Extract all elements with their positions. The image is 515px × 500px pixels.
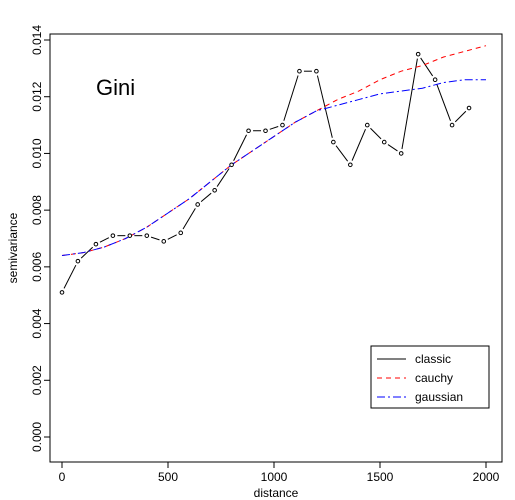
legend: classic cauchy gaussian (370, 345, 490, 409)
y-tick-label: 0.000 (30, 422, 44, 452)
classic-segment (200, 192, 212, 202)
classic-segment (370, 127, 382, 140)
classic-point (195, 202, 200, 207)
classic-point (381, 139, 387, 145)
classic-point (314, 68, 319, 74)
classic-point (331, 139, 336, 145)
x-tick-label: 1000 (261, 470, 288, 484)
classic-point (178, 230, 184, 236)
chart-annotation: Gini (96, 75, 135, 100)
classic-segment (316, 75, 333, 138)
x-tick-label: 2000 (473, 470, 500, 484)
classic-point (263, 128, 268, 134)
classic-point (415, 51, 421, 57)
classic-point (161, 239, 167, 244)
classic-point (398, 151, 404, 156)
legend-label-classic: classic (415, 352, 451, 366)
classic-point (212, 187, 217, 193)
y-tick-label: 0.008 (30, 195, 44, 225)
classic-point (93, 241, 99, 247)
classic-point (364, 122, 370, 128)
plot-frame (49, 33, 503, 463)
classic-point (432, 77, 438, 82)
legend-label-gaussian: gaussian (415, 390, 463, 404)
classic-segment (63, 264, 77, 289)
classic-segment (401, 58, 418, 150)
classic-segment (420, 57, 434, 77)
classic-point (466, 105, 472, 111)
y-axis-ticks: 0.000 0.002 0.004 0.006 0.008 0.010 0.012 0.014 (30, 25, 50, 452)
classic-point (229, 162, 234, 168)
y-tick-label: 0.012 (30, 81, 44, 111)
classic-point (280, 122, 285, 128)
classic-segment (182, 208, 196, 230)
y-tick-label: 0.004 (30, 308, 44, 338)
classic-segment (99, 237, 110, 243)
legend-label-cauchy: cauchy (415, 371, 453, 385)
gaussian-line (61, 79, 486, 257)
x-axis-ticks: 0 500 1000 1500 2000 (59, 462, 500, 484)
classic-point (348, 162, 353, 168)
classic-segment (335, 145, 349, 162)
classic-point (59, 290, 65, 295)
classic-segment (351, 129, 366, 161)
x-axis-label: distance (254, 486, 299, 500)
classic-point (127, 233, 133, 238)
y-axis-label: semivariance (6, 212, 20, 283)
x-tick-label: 500 (158, 470, 178, 484)
x-tick-label: 0 (59, 470, 66, 484)
classic-segment (283, 75, 299, 121)
classic-point (449, 122, 455, 128)
y-tick-label: 0.002 (30, 365, 44, 395)
y-tick-label: 0.006 (30, 252, 44, 282)
classic-segment (150, 236, 160, 241)
x-tick-label: 1500 (367, 470, 394, 484)
classic-segment (233, 134, 248, 161)
y-tick-label: 0.014 (30, 25, 44, 55)
y-tick-label: 0.010 (30, 138, 44, 168)
classic-point (110, 233, 116, 238)
classic-segment (80, 246, 93, 259)
classic-segment (436, 83, 451, 122)
classic-point (246, 128, 251, 134)
classic-segment (387, 144, 398, 152)
classic-point (75, 258, 81, 264)
classic-segment (269, 126, 279, 130)
plot-lines (61, 45, 487, 289)
classic-point (144, 233, 150, 238)
legend-box (370, 345, 490, 409)
classic-segment (167, 234, 177, 240)
classic-segment (454, 110, 467, 123)
classic-point (297, 68, 302, 74)
classic-segment (216, 168, 230, 187)
plot-points (59, 51, 472, 295)
